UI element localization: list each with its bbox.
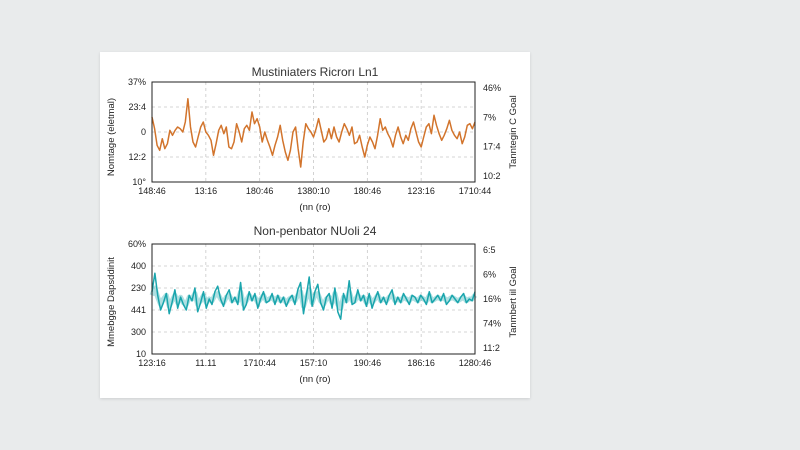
chart-1-xtick: 1710:44 xyxy=(459,186,492,196)
chart-2-xlabel: (nn (ro) xyxy=(299,374,330,385)
chart-1-ytick: 37% xyxy=(128,77,146,87)
chart-2-ytick: 60% xyxy=(128,239,146,249)
chart-2-xticks: 123:16 11.11 1710:44 157:10 190:46 186:16 1280… xyxy=(138,358,491,368)
chart-2-series-signal xyxy=(151,272,476,320)
chart-1-series-group xyxy=(151,97,476,168)
chart-2-right-ytick: 6% xyxy=(483,270,496,280)
chart-2-ytick: 441 xyxy=(131,305,146,315)
chart-1-right-yticks: 46% 7% 17:4 10:2 xyxy=(483,83,501,181)
chart-2-xtick: 123:16 xyxy=(138,358,166,368)
chart-1-xtick: 13:16 xyxy=(195,186,218,196)
chart-1-grid xyxy=(152,82,475,182)
chart-2-series-band xyxy=(149,285,477,311)
chart-1-ytick: 23:4 xyxy=(128,102,146,112)
chart-2-xtick: 11.11 xyxy=(195,358,216,368)
chart-2-ylabel: Mmebgge Dapsddinit xyxy=(106,257,117,347)
chart-1-frame xyxy=(151,81,476,183)
chart-2-xtick: 190:46 xyxy=(354,358,382,368)
chart-1-xtick: 1380:10 xyxy=(297,186,330,196)
chart-1-series-signal xyxy=(151,97,476,168)
chart-2-right-ylabel: Tanmbert iil Goal xyxy=(508,266,519,337)
chart-1-right-ytick: 46% xyxy=(483,83,501,93)
chart-card: Mustiniaters Ricrorı Ln1 Nomtage (eletma… xyxy=(100,52,530,398)
chart-2-xtick: 157:10 xyxy=(300,358,328,368)
chart-2-frame xyxy=(151,243,476,355)
chart-1-right-ytick: 7% xyxy=(483,112,496,122)
chart-1-ytick: 12:2 xyxy=(128,152,146,162)
chart-2-right-ytick: 74% xyxy=(483,319,501,329)
chart-1-ytick: 10° xyxy=(132,177,146,187)
chart-2-title: Non-penbator NUoli 24 xyxy=(254,224,377,238)
chart-2-ytick: 230 xyxy=(131,283,146,293)
chart-2-right-yticks: 6:5 6% 16% 74% 11:2 xyxy=(483,245,501,353)
chart-1-xtick: 180:46 xyxy=(354,186,382,196)
chart-2: Non-penbator NUoli 24 Mmebgge Dapsddinit… xyxy=(106,224,519,385)
chart-2-xtick: 186:16 xyxy=(407,358,435,368)
chart-1-ytick: 0 xyxy=(141,127,146,137)
chart-2-xtick: 1710:44 xyxy=(243,358,276,368)
chart-2-grid xyxy=(152,244,475,354)
chart-1-xlabel: (nn (ro) xyxy=(299,202,330,213)
chart-2-right-ytick: 11:2 xyxy=(483,343,500,353)
chart-1-xticks: 148:46 13:16 180:46 1380:10 180:46 123:16 1710… xyxy=(138,186,491,196)
chart-2-ytick: 10 xyxy=(136,349,146,359)
chart-2-ytick: 400 xyxy=(131,261,146,271)
chart-2-right-ytick: 6:5 xyxy=(483,245,496,255)
chart-1-right-ytick: 17:4 xyxy=(483,142,501,152)
chart-1: Mustiniaters Ricrorı Ln1 Nomtage (eletma… xyxy=(106,65,519,213)
chart-2-xtick: 1280:46 xyxy=(459,358,492,368)
chart-2-ytick: 300 xyxy=(131,327,146,337)
chart-1-xtick: 148:46 xyxy=(138,186,166,196)
chart-2-right-ytick: 16% xyxy=(483,294,501,304)
chart-1-yticks: 37% 23:4 0 12:2 10° xyxy=(128,77,146,187)
chart-1-right-ytick: 10:2 xyxy=(483,171,501,181)
charts-svg: Mustiniaters Ricrorı Ln1 Nomtage (eletma… xyxy=(106,65,519,385)
chart-2-series-group xyxy=(149,272,477,320)
chart-2-yticks: 60% 400 230 441 300 10 xyxy=(128,239,146,359)
chart-1-xtick: 180:46 xyxy=(246,186,274,196)
chart-1-ylabel: Nomtage (eletmal) xyxy=(106,98,117,176)
chart-1-xtick: 123:16 xyxy=(407,186,435,196)
chart-1-title: Mustiniaters Ricrorı Ln1 xyxy=(252,65,379,79)
chart-1-right-ylabel: Tanntegin C Goal xyxy=(508,95,519,168)
